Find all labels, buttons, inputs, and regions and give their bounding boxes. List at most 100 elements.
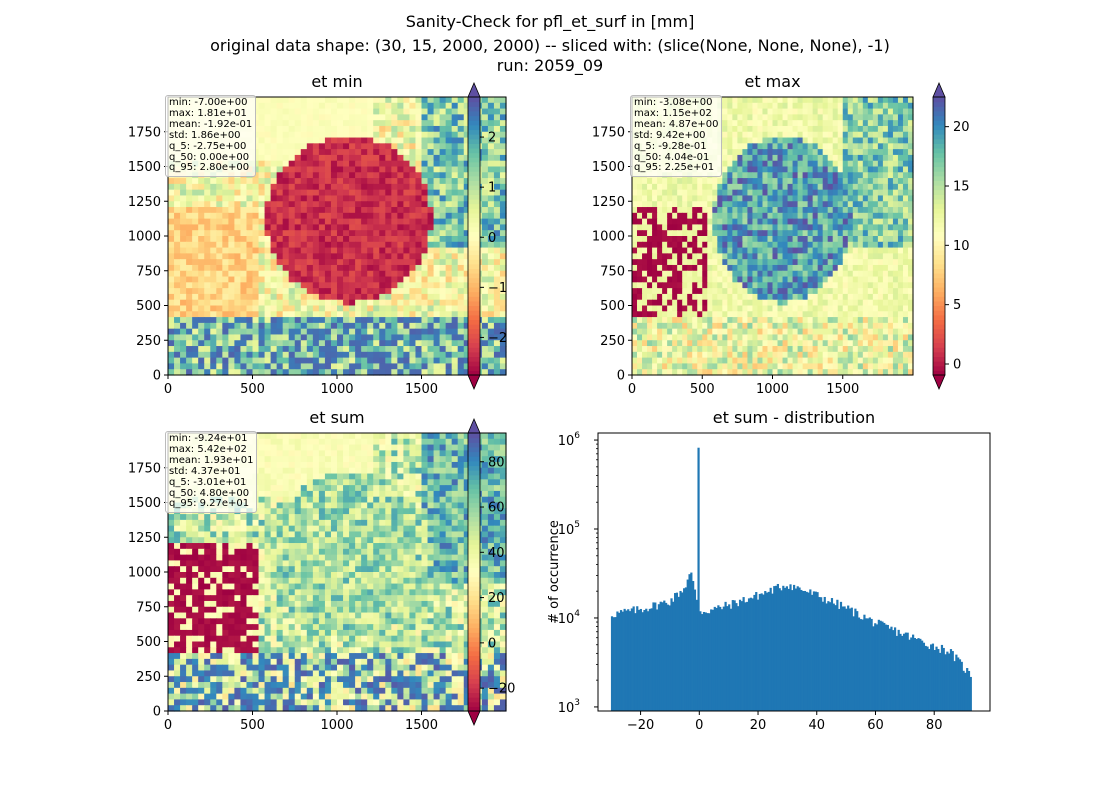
x-tick-label: 500 (240, 718, 265, 733)
histogram-bar (892, 630, 895, 711)
histogram-bar (820, 597, 823, 711)
histogram-bar (726, 606, 729, 711)
histogram-bar (610, 616, 614, 711)
x-tick-label: 0 (164, 718, 172, 733)
histogram-bar (814, 591, 817, 711)
y-tick-label: 500 (136, 299, 161, 314)
y-tick-label-base: 10 (558, 434, 575, 449)
histogram-bar (845, 608, 848, 711)
histogram-bar (699, 611, 702, 711)
histogram-bar (737, 606, 740, 711)
histogram-bar (937, 649, 940, 711)
stats-line: q_5: -9.28e-01 (634, 140, 707, 152)
histogram-bar (910, 637, 913, 711)
histogram-bar (866, 618, 870, 711)
y-axis-label: # of occurrence (547, 520, 562, 624)
x-tick-label: 1500 (405, 718, 438, 733)
histogram-bar (614, 617, 617, 711)
histogram-bar (917, 638, 920, 711)
histogram-bar (926, 646, 929, 711)
histogram-bar (663, 600, 666, 711)
x-tick-label: 1000 (320, 382, 353, 397)
stats-line: q_5: -3.01e+01 (169, 476, 247, 488)
histogram-bar (884, 624, 888, 711)
histogram-bar (807, 592, 810, 711)
histogram-bar (636, 606, 639, 711)
y-tick-label: 1750 (128, 461, 161, 476)
histogram-bar (829, 602, 832, 711)
x-tick-label: 0 (164, 382, 172, 397)
y-tick-label: 1500 (128, 160, 161, 175)
plot-frame (597, 432, 991, 712)
y-tick-label: 500 (600, 299, 625, 314)
histogram-bar (964, 672, 967, 711)
histogram-bar (628, 611, 632, 711)
x-tick-label: 20 (750, 718, 767, 733)
y-tick-label: 750 (136, 264, 161, 279)
stats-line: max: 1.15e+02 (634, 107, 712, 119)
stats-line: max: 5.42e+02 (169, 443, 247, 455)
histogram-bar (677, 596, 680, 711)
histogram-bar (634, 613, 637, 711)
histogram-bar (942, 647, 945, 711)
stats-line: q_95: 2.25e+01 (634, 162, 715, 174)
histogram-bar (728, 604, 731, 711)
y-tick-label-exponent: 5 (574, 520, 580, 530)
colorbar-extend-max (932, 81, 946, 98)
y-tick-label: 250 (136, 334, 161, 349)
histogram-bar (756, 599, 760, 711)
histogram-bar (731, 600, 734, 711)
histogram-bar (782, 585, 785, 711)
colorbar-tick-label: 5 (953, 298, 961, 313)
colorbar-extend-min (932, 374, 946, 391)
histogram-bar (852, 616, 855, 711)
histogram-bar (738, 599, 742, 711)
histogram-bar (684, 587, 688, 711)
histogram-bar (774, 585, 778, 711)
histogram-bar (946, 651, 949, 711)
histogram-bar (641, 612, 644, 711)
histogram-bar (841, 606, 844, 711)
stats-line: q_50: 0.00e+00 (169, 151, 250, 163)
panel-title-et-sum-distribution: et sum - distribution (712, 408, 876, 427)
histogram-bar (861, 619, 864, 711)
histogram-bar (639, 608, 642, 711)
colorbar: −20 0 20 40 60 80 (467, 417, 515, 727)
x-tick-label: 0 (628, 382, 636, 397)
histogram-bar (764, 591, 767, 711)
x-tick-label: 1500 (405, 382, 438, 397)
colorbar-frame (467, 432, 481, 712)
histogram-bar (762, 594, 765, 711)
histogram-bar (686, 579, 689, 711)
histogram-bar (969, 676, 972, 711)
histogram-bar (955, 654, 958, 711)
histogram-bar (778, 588, 781, 711)
histogram-bar (899, 633, 902, 711)
y-tick-label: 103 (558, 698, 580, 716)
histogram-bar (749, 597, 752, 711)
histogram-bar (854, 608, 857, 711)
histogram-bar (630, 608, 633, 711)
histogram-bar (821, 601, 825, 711)
histogram-bar (944, 654, 947, 711)
stats-line: q_5: -2.75e+00 (169, 140, 247, 152)
y-tick-label: 106 (558, 431, 581, 449)
histogram-bar (881, 621, 884, 711)
stats-box-et-min: min: -7.00e+00 max: 1.81e+01 mean: -1.92e-… (165, 95, 257, 178)
histogram-bar (791, 590, 794, 711)
x-tick-label: 500 (690, 382, 715, 397)
histogram-bar (773, 586, 776, 711)
x-tick-label: 40 (808, 718, 825, 733)
y-tick-label-base: 10 (558, 523, 575, 538)
histogram-bar (704, 612, 707, 711)
histogram-bar (717, 605, 720, 711)
histogram-bar (742, 597, 745, 711)
histogram-bar (769, 587, 772, 711)
histogram-bar (621, 611, 624, 711)
histogram-bar (713, 606, 716, 711)
y-tick-label: 500 (136, 635, 161, 650)
histogram-bar (787, 588, 790, 711)
histogram-bar (654, 602, 657, 711)
histogram-bar (966, 668, 969, 711)
